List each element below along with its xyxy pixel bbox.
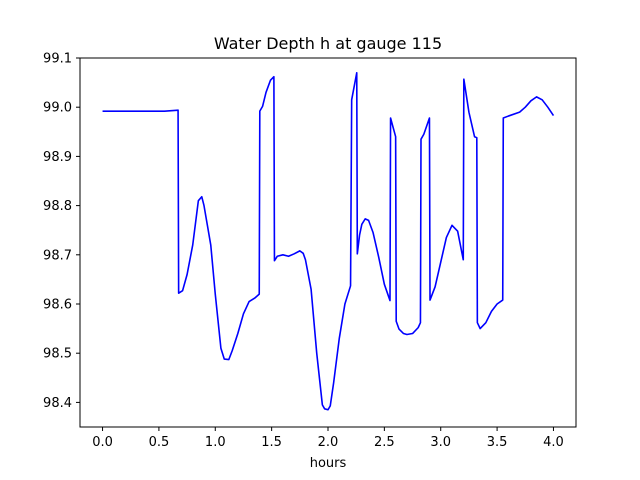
x-tick-label: 3.5	[487, 435, 508, 450]
plot-area	[79, 57, 577, 428]
x-tick-label: 2.0	[318, 435, 339, 450]
y-axis: 98.4 98.5 98.6 98.7 98.8 98.9 99.0 99.1	[43, 52, 80, 411]
y-tick-label: 98.9	[43, 150, 72, 165]
chart-title: Water Depth h at gauge 115	[214, 34, 442, 53]
y-tick-label: 99.1	[43, 52, 72, 67]
series-layer	[102, 71, 555, 411]
x-axis: 0.0 0.5 1.0 1.5 2.0 2.5 3.0 3.5 4.0	[92, 427, 564, 450]
x-tick-label: 0.0	[92, 435, 113, 450]
y-tick-label: 98.6	[43, 298, 72, 313]
x-tick-label: 2.5	[374, 435, 395, 450]
x-tick-label: 1.0	[205, 435, 226, 450]
x-tick-label: 3.0	[430, 435, 451, 450]
series-line	[102, 71, 555, 411]
y-tick-label: 98.5	[43, 347, 72, 362]
x-tick-label: 4.0	[543, 435, 564, 450]
x-axis-label: hours	[310, 456, 347, 471]
y-tick-label: 99.0	[43, 101, 72, 116]
x-tick-label: 0.5	[149, 435, 170, 450]
y-tick-label: 98.4	[43, 396, 72, 411]
y-tick-label: 98.8	[43, 199, 72, 214]
y-tick-label: 98.7	[43, 248, 72, 263]
x-tick-label: 1.5	[261, 435, 282, 450]
